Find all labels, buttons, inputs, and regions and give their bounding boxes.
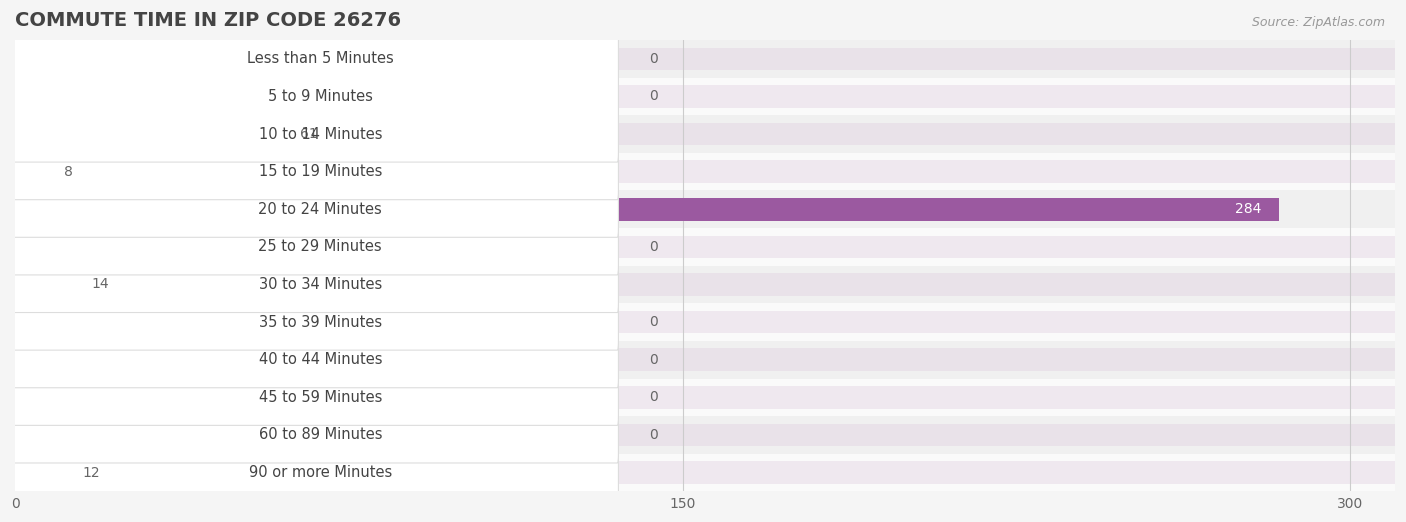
Bar <box>15 198 1279 220</box>
Text: 25 to 29 Minutes: 25 to 29 Minutes <box>259 240 382 254</box>
Bar <box>15 191 1395 228</box>
FancyBboxPatch shape <box>13 0 619 162</box>
Bar <box>15 266 1395 303</box>
FancyBboxPatch shape <box>13 369 619 522</box>
Bar <box>15 303 1395 341</box>
Text: 15 to 19 Minutes: 15 to 19 Minutes <box>259 164 382 179</box>
Bar <box>15 416 1395 454</box>
Bar <box>15 40 1395 78</box>
Text: 14: 14 <box>91 278 108 291</box>
Bar <box>15 424 1395 446</box>
Bar <box>15 123 1395 145</box>
Text: 35 to 39 Minutes: 35 to 39 Minutes <box>259 315 382 329</box>
FancyBboxPatch shape <box>13 331 619 522</box>
FancyBboxPatch shape <box>13 294 619 501</box>
Text: 0: 0 <box>650 52 658 66</box>
Bar <box>15 273 1395 296</box>
Text: 0: 0 <box>650 315 658 329</box>
Text: COMMUTE TIME IN ZIP CODE 26276: COMMUTE TIME IN ZIP CODE 26276 <box>15 11 402 30</box>
Bar <box>15 341 1395 378</box>
Text: 45 to 59 Minutes: 45 to 59 Minutes <box>259 390 382 405</box>
Bar <box>15 115 1395 153</box>
Bar <box>15 311 1395 334</box>
FancyBboxPatch shape <box>13 144 619 350</box>
Text: 61: 61 <box>301 127 318 141</box>
Text: 60 to 89 Minutes: 60 to 89 Minutes <box>259 428 382 443</box>
Text: 30 to 34 Minutes: 30 to 34 Minutes <box>259 277 382 292</box>
Text: 8: 8 <box>65 164 73 179</box>
Bar <box>15 85 1395 108</box>
Text: Less than 5 Minutes: Less than 5 Minutes <box>247 51 394 66</box>
Text: 0: 0 <box>650 390 658 405</box>
Text: 0: 0 <box>650 428 658 442</box>
Bar <box>15 235 1395 258</box>
Bar <box>15 78 1395 115</box>
Bar <box>15 378 1395 416</box>
Bar <box>15 160 1395 183</box>
FancyBboxPatch shape <box>13 0 619 200</box>
Bar <box>15 273 77 296</box>
Text: 12: 12 <box>82 466 100 480</box>
Bar <box>15 348 1395 371</box>
Text: 90 or more Minutes: 90 or more Minutes <box>249 465 392 480</box>
FancyBboxPatch shape <box>13 106 619 313</box>
Text: 40 to 44 Minutes: 40 to 44 Minutes <box>259 352 382 367</box>
Text: 0: 0 <box>650 240 658 254</box>
Bar <box>15 454 1395 491</box>
Bar <box>15 160 51 183</box>
Text: 20 to 24 Minutes: 20 to 24 Minutes <box>259 201 382 217</box>
FancyBboxPatch shape <box>13 256 619 463</box>
FancyBboxPatch shape <box>13 181 619 388</box>
Text: 0: 0 <box>650 353 658 366</box>
Text: 5 to 9 Minutes: 5 to 9 Minutes <box>269 89 373 104</box>
Bar <box>15 153 1395 191</box>
Bar <box>15 48 1395 70</box>
Text: 10 to 14 Minutes: 10 to 14 Minutes <box>259 126 382 141</box>
Text: 0: 0 <box>650 89 658 103</box>
Text: 284: 284 <box>1234 202 1261 216</box>
Bar <box>15 461 69 484</box>
Bar <box>15 123 287 145</box>
Bar <box>15 386 1395 409</box>
FancyBboxPatch shape <box>13 31 619 238</box>
Bar <box>15 461 1395 484</box>
Bar <box>15 228 1395 266</box>
FancyBboxPatch shape <box>13 68 619 275</box>
Text: Source: ZipAtlas.com: Source: ZipAtlas.com <box>1251 16 1385 29</box>
FancyBboxPatch shape <box>13 219 619 425</box>
